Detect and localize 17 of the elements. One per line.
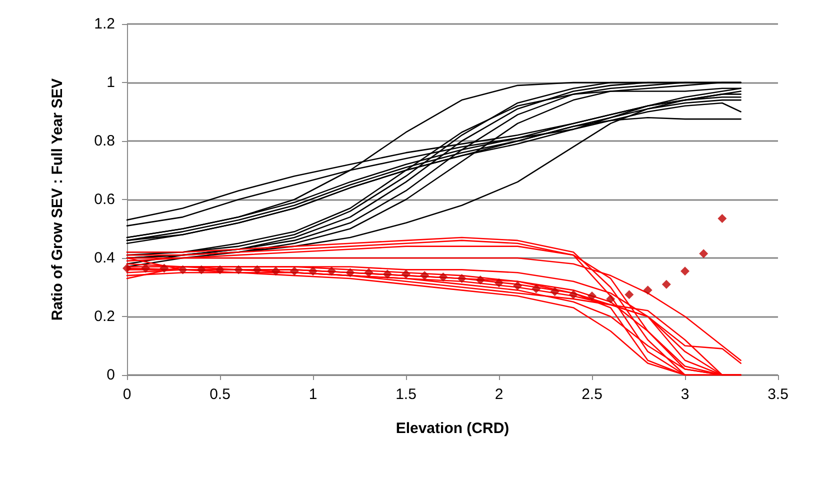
x-axis-title: Elevation (CRD) (396, 420, 510, 437)
y-tick-label: 0.4 (94, 250, 115, 266)
y-tick-label: 0.8 (94, 132, 115, 150)
x-tick-label: 1 (308, 386, 318, 403)
x-tick-label: 1.5 (396, 386, 416, 403)
x-tick-label: 3.5 (768, 386, 788, 403)
y-tick-label: 0.6 (94, 191, 115, 208)
x-tick-label: 2.5 (582, 386, 602, 403)
x-tick-label: 0.5 (210, 386, 230, 403)
y-tick-label: 1 (106, 74, 115, 91)
x-tick-label: 2 (494, 386, 504, 403)
y-tick-label: 1.2 (94, 16, 115, 32)
y-tick-label: 0.2 (94, 308, 115, 325)
x-tick-label: 3 (680, 386, 690, 403)
x-tick-label: 0 (122, 386, 132, 403)
y-tick-label: 0 (106, 366, 115, 384)
y-axis-title: Ratio of Grow SEV : Full Year SEV (49, 78, 66, 321)
